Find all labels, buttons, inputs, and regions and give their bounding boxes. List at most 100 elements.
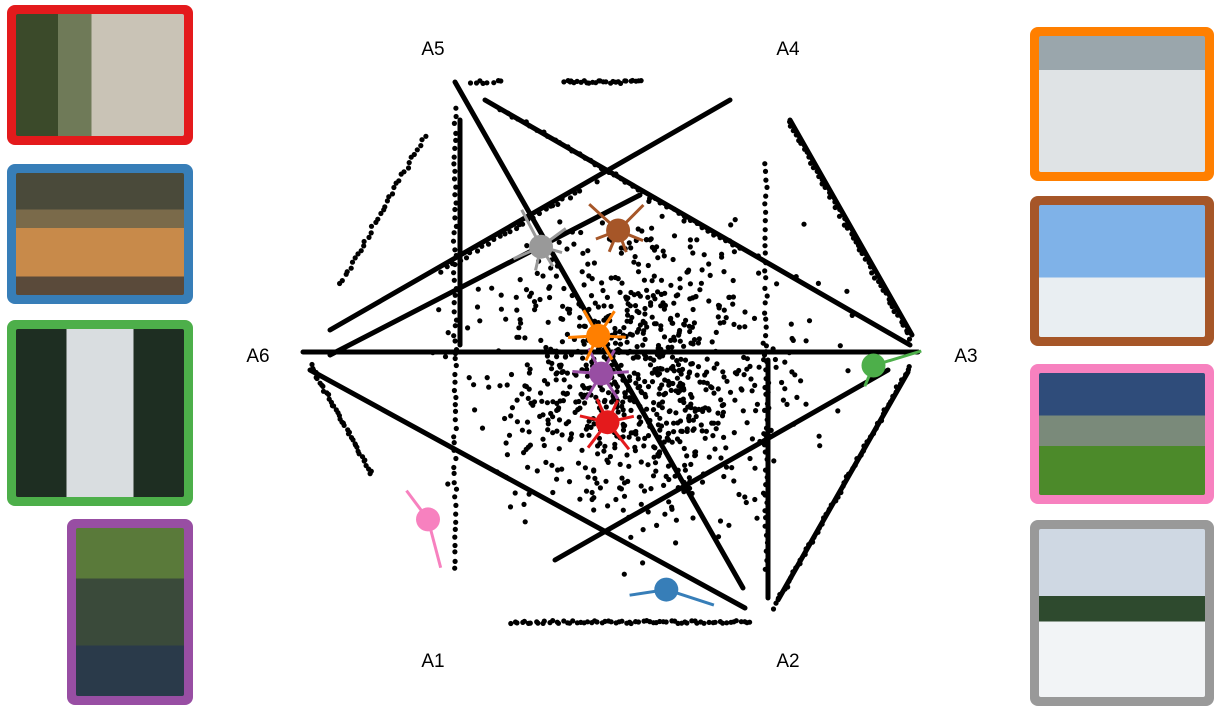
data-point <box>671 300 677 306</box>
data-point <box>453 502 459 508</box>
data-point <box>442 354 449 360</box>
data-point <box>463 255 470 261</box>
data-point <box>317 380 323 386</box>
data-point <box>612 330 618 336</box>
data-point <box>557 219 563 225</box>
data-point <box>712 619 718 625</box>
data-point <box>345 427 351 433</box>
marker-blue <box>629 577 715 607</box>
data-point <box>615 276 621 282</box>
data-point <box>715 420 721 426</box>
data-point <box>632 254 638 260</box>
data-point <box>451 176 458 182</box>
thumbnail-pink-dog-on-lawn <box>1030 364 1214 504</box>
thumbnail-image <box>16 329 184 497</box>
data-point <box>620 421 626 427</box>
data-point <box>730 277 736 284</box>
data-point <box>453 130 459 136</box>
data-point <box>694 237 700 243</box>
data-point <box>649 244 656 250</box>
data-point <box>554 428 560 434</box>
data-point <box>687 296 693 302</box>
data-point <box>636 309 642 316</box>
data-point <box>654 411 660 417</box>
marker-red <box>579 398 635 451</box>
data-point <box>634 344 640 350</box>
data-point <box>734 371 740 377</box>
data-point <box>726 294 732 300</box>
data-point <box>728 222 734 228</box>
data-point <box>648 486 654 492</box>
data-point <box>359 454 366 460</box>
data-point <box>538 337 544 343</box>
data-point <box>635 376 642 382</box>
data-point <box>650 473 657 479</box>
data-point <box>451 480 457 486</box>
data-point <box>452 168 458 174</box>
data-point <box>451 333 457 339</box>
data-point <box>688 340 694 346</box>
data-point <box>671 233 678 239</box>
data-point <box>685 374 691 380</box>
data-point <box>658 303 664 309</box>
data-point <box>554 400 560 406</box>
data-point <box>608 275 614 281</box>
data-point <box>669 506 675 512</box>
data-point <box>726 522 732 528</box>
data-point <box>603 404 609 410</box>
data-point <box>527 620 533 626</box>
data-point <box>723 315 729 321</box>
data-point <box>642 435 648 441</box>
data-point <box>453 200 459 206</box>
data-point <box>561 285 567 292</box>
data-point <box>704 356 710 362</box>
data-point <box>684 426 690 432</box>
data-point <box>309 361 315 368</box>
anchor-labels-layer: A1 A2 A3 A4 A5 A6 <box>246 39 977 672</box>
data-point <box>543 344 549 351</box>
data-point <box>669 354 676 360</box>
marker-orange <box>568 309 626 362</box>
data-point <box>386 194 392 200</box>
data-point <box>671 420 677 426</box>
data-point <box>545 427 551 433</box>
data-point <box>539 398 545 404</box>
data-point <box>554 370 560 376</box>
data-point <box>619 280 625 286</box>
data-point <box>803 338 809 344</box>
data-point <box>721 473 727 480</box>
data-point <box>670 256 676 263</box>
data-point <box>701 620 707 626</box>
data-point <box>521 450 527 456</box>
data-point <box>673 540 679 546</box>
data-point <box>669 439 675 445</box>
data-point <box>688 391 694 398</box>
data-point <box>451 154 457 160</box>
data-point <box>710 433 716 439</box>
data-point <box>756 270 762 276</box>
data-point <box>762 161 768 167</box>
data-point <box>709 339 715 345</box>
data-point <box>514 397 520 403</box>
data-point <box>763 333 769 339</box>
data-point <box>567 306 573 313</box>
data-point <box>692 408 698 414</box>
data-point <box>696 336 702 342</box>
data-point <box>555 467 561 473</box>
data-point <box>504 452 510 458</box>
data-point <box>641 488 648 494</box>
data-point <box>580 250 586 256</box>
data-point <box>628 430 634 436</box>
data-point <box>503 440 509 446</box>
data-point <box>465 325 471 331</box>
data-point <box>612 340 619 346</box>
data-point <box>635 269 642 275</box>
data-point <box>690 427 696 433</box>
data-point <box>453 105 459 111</box>
data-point <box>584 423 591 429</box>
data-point <box>677 327 683 334</box>
data-point <box>681 218 687 224</box>
data-point <box>649 225 655 231</box>
thumbnail-image <box>76 528 184 696</box>
data-point <box>559 339 566 345</box>
